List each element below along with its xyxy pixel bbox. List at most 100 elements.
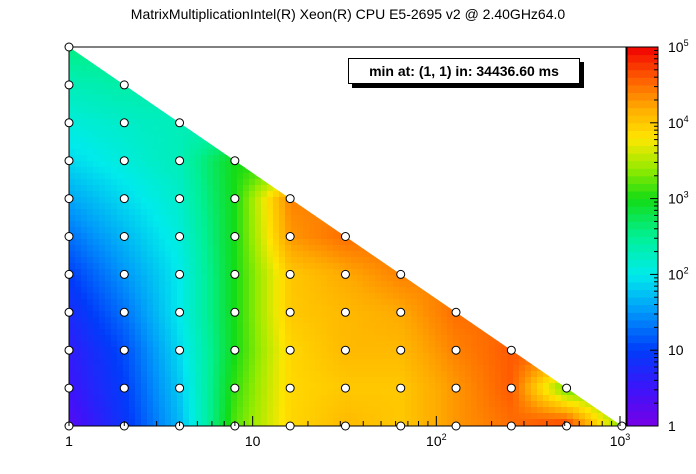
heatmap-cell [141, 341, 148, 348]
heatmap-cell [135, 335, 142, 342]
heatmap-cell [339, 83, 346, 90]
heatmap-cell [585, 353, 592, 360]
heatmap-cell [279, 323, 286, 330]
heatmap-cell [495, 293, 502, 300]
heatmap-cell [267, 173, 274, 180]
heatmap-cell [357, 197, 364, 204]
heatmap-cell [399, 155, 406, 162]
heatmap-cell [429, 323, 436, 330]
heatmap-cell [105, 179, 112, 186]
heatmap-cell [579, 173, 586, 180]
heatmap-cell [387, 305, 394, 312]
heatmap-cell [561, 89, 568, 96]
heatmap-cell [99, 155, 106, 162]
heatmap-cell [381, 311, 388, 318]
heatmap-cell [165, 251, 172, 258]
heatmap-cell [561, 221, 568, 228]
heatmap-cell [201, 263, 208, 270]
heatmap-cell [609, 119, 616, 126]
heatmap-cell [465, 299, 472, 306]
heatmap-cell [393, 353, 400, 360]
heatmap-cell [171, 245, 178, 252]
heatmap-cell [537, 311, 544, 318]
heatmap-cell [219, 53, 226, 60]
heatmap-cell [615, 107, 622, 114]
heatmap-cell [501, 47, 508, 54]
heatmap-cell [615, 197, 622, 204]
heatmap-cell [615, 245, 622, 252]
heatmap-cell [555, 323, 562, 330]
heatmap-cell [249, 53, 256, 60]
heatmap-cell [429, 305, 436, 312]
heatmap-cell [81, 359, 88, 366]
heatmap-cell [207, 239, 214, 246]
heatmap-cell [351, 125, 358, 132]
heatmap-cell [243, 101, 250, 108]
heatmap-cell [93, 83, 100, 90]
heatmap-cell [489, 179, 496, 186]
heatmap-cell [525, 305, 532, 312]
heatmap-cell [219, 347, 226, 354]
heatmap-cell [549, 197, 556, 204]
heatmap-cell [561, 251, 568, 258]
heatmap-cell [537, 317, 544, 324]
heatmap-cell [351, 137, 358, 144]
heatmap-cell [279, 197, 286, 204]
heatmap-cell [243, 155, 250, 162]
heatmap-cell [351, 167, 358, 174]
heatmap-cell [105, 161, 112, 168]
heatmap-cell [597, 179, 604, 186]
heatmap-cell [231, 77, 238, 84]
heatmap-cell [309, 293, 316, 300]
heatmap-cell [165, 113, 172, 120]
heatmap-cell [333, 305, 340, 312]
heatmap-cell [207, 143, 214, 150]
heatmap-cell [453, 281, 460, 288]
heatmap-cell [597, 275, 604, 282]
heatmap-cell [399, 179, 406, 186]
heatmap-cell [537, 293, 544, 300]
heatmap-cell [279, 131, 286, 138]
heatmap-cell [297, 239, 304, 246]
heatmap-cell [201, 137, 208, 144]
heatmap-cell [519, 197, 526, 204]
heatmap-cell [279, 299, 286, 306]
heatmap-cell [201, 239, 208, 246]
heatmap-cell [423, 47, 430, 54]
heatmap-cell [189, 101, 196, 108]
heatmap-cell [549, 161, 556, 168]
heatmap-cell [495, 119, 502, 126]
heatmap-cell [309, 143, 316, 150]
heatmap-cell [435, 137, 442, 144]
heatmap-cell [93, 149, 100, 156]
heatmap-cell [447, 353, 454, 360]
heatmap-cell [255, 329, 262, 336]
heatmap-cell [105, 149, 112, 156]
heatmap-cell [75, 131, 82, 138]
heatmap-cell [333, 161, 340, 168]
heatmap-cell [609, 95, 616, 102]
heatmap-cell [267, 359, 274, 366]
heatmap-cell [87, 221, 94, 228]
heatmap-cell [189, 347, 196, 354]
heatmap-cell [429, 329, 436, 336]
heatmap-cell [267, 149, 274, 156]
heatmap-cell [249, 215, 256, 222]
heatmap-cell [165, 125, 172, 132]
heatmap-cell [309, 125, 316, 132]
heatmap-cell [243, 287, 250, 294]
heatmap-cell [87, 119, 94, 126]
heatmap-cell [381, 125, 388, 132]
heatmap-cell [87, 311, 94, 318]
heatmap-cell [405, 323, 412, 330]
heatmap-cell [405, 197, 412, 204]
heatmap-cell [75, 299, 82, 306]
heatmap-cell [297, 77, 304, 84]
heatmap-cell [483, 347, 490, 354]
heatmap-cell [279, 173, 286, 180]
heatmap-cell [321, 365, 328, 372]
heatmap-cell [189, 95, 196, 102]
heatmap-cell [213, 281, 220, 288]
heatmap-cell [387, 311, 394, 318]
heatmap-cell [111, 197, 118, 204]
